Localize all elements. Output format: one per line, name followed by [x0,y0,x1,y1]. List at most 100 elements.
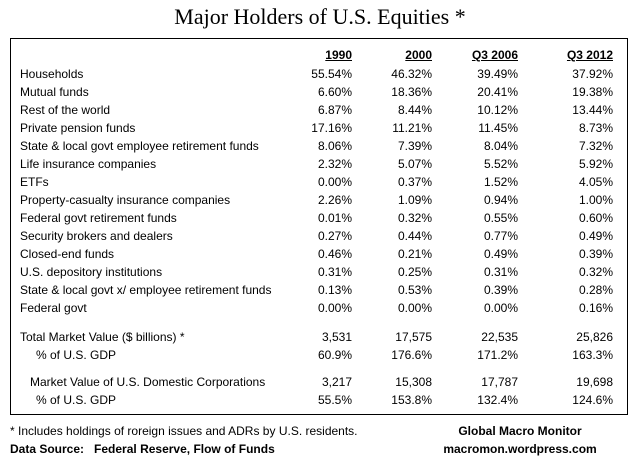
cell-value: 176.6% [391,348,432,362]
table-row: ETFs 0.00% 0.37% 1.52% 4.05% [0,173,640,191]
cell-value: 0.27% [317,229,352,243]
table-row: State & local govt employee retirement f… [0,137,640,155]
data-source-label: Data Source: [10,442,85,456]
cell-value: 124.6% [572,393,613,407]
cell-value: 0.53% [397,283,432,297]
cell-value: 19,698 [576,375,613,389]
cell-value: 25,826 [576,330,613,344]
table-row: Federal govt 0.00% 0.00% 0.00% 0.16% [0,299,640,317]
row-label: Private pension funds [20,121,136,135]
table-row: Closed-end funds 0.46% 0.21% 0.49% 0.39% [0,245,640,263]
cell-value: 60.9% [317,348,352,362]
cell-value: 55.5% [317,393,352,407]
cell-value: 0.37% [397,175,432,189]
table-row: U.S. depository institutions 0.31% 0.25%… [0,263,640,281]
cell-value: 1.52% [483,175,518,189]
table-row: Rest of the world 6.87% 8.44% 10.12% 13.… [0,101,640,119]
row-label: Total Market Value ($ billions) * [20,330,185,344]
row-label: Federal govt retirement funds [20,211,177,225]
row-label: Closed-end funds [20,247,115,261]
cell-value: 15,308 [395,375,432,389]
cell-value: 0.25% [397,265,432,279]
row-label: Rest of the world [20,103,111,117]
cell-value: 2.26% [317,193,352,207]
table-row: Mutual funds 6.60% 18.36% 20.41% 19.38% [0,83,640,101]
row-label: Security brokers and dealers [20,229,173,243]
cell-value: 1.09% [397,193,432,207]
data-source-text: Federal Reserve, Flow of Funds [94,442,275,456]
cell-value: 8.06% [317,139,352,153]
cell-value: 0.32% [578,265,613,279]
cell-value: 0.00% [483,301,518,315]
row-label: Life insurance companies [20,157,157,171]
cell-value: 11.21% [392,121,432,135]
table-row: Property-casualty insurance companies 2.… [0,191,640,209]
footnote: * Includes holdings of roreign issues an… [10,424,358,438]
cell-value: 0.16% [578,301,613,315]
cell-value: 0.60% [578,211,613,225]
cell-value: 0.00% [317,301,352,315]
table-row: Households 55.54% 46.32% 39.49% 37.92% [0,65,640,83]
cell-value: 19.38% [572,85,613,99]
cell-value: 13.44% [572,103,613,117]
cell-value: 163.3% [572,348,613,362]
cell-value: 6.60% [317,85,352,99]
cell-value: 0.00% [397,301,432,315]
total-market-value-gdp-row: % of U.S. GDP 60.9% 176.6% 171.2% 163.3% [0,346,640,364]
row-label: Households [20,67,84,81]
cell-value: 3,531 [321,330,352,344]
column-header-1990: 1990 [325,48,352,62]
cell-value: 0.44% [397,229,432,243]
cell-value: 0.01% [317,211,352,225]
cell-value: 17,787 [481,375,518,389]
row-label: % of U.S. GDP [36,348,117,362]
cell-value: 2.32% [317,157,352,171]
row-label: Property-casualty insurance companies [20,193,231,207]
cell-value: 6.87% [317,103,352,117]
cell-value: 0.32% [397,211,432,225]
cell-value: 0.49% [483,247,518,261]
row-label: % of U.S. GDP [36,393,117,407]
row-label: Market Value of U.S. Domestic Corporatio… [30,375,266,389]
table-frame [10,38,628,415]
table-row: State & local govt x/ employee retiremen… [0,281,640,299]
cell-value: 11.45% [478,121,518,135]
cell-value: 17.16% [311,121,352,135]
cell-value: 0.49% [578,229,613,243]
row-label: Federal govt [20,301,87,315]
cell-value: 3,217 [321,375,352,389]
cell-value: 5.92% [578,157,613,171]
cell-value: 10.12% [477,103,518,117]
domestic-corporations-row: Market Value of U.S. Domestic Corporatio… [0,373,640,391]
cell-value: 7.32% [578,139,613,153]
cell-value: 37.92% [572,67,613,81]
cell-value: 132.4% [477,393,518,407]
cell-value: 0.55% [483,211,518,225]
table-title: Major Holders of U.S. Equities * [174,4,466,29]
domestic-corporations-gdp-row: % of U.S. GDP 55.5% 153.8% 132.4% 124.6% [0,391,640,409]
data-source: Data Source: Federal Reserve, Flow of Fu… [10,440,275,458]
cell-value: 18.36% [391,85,432,99]
row-label: State & local govt employee retirement f… [20,139,259,153]
header-row: 1990 2000 Q3 2006 Q3 2012 [0,46,640,64]
cell-value: 55.54% [311,67,352,81]
cell-value: 8.44% [397,103,432,117]
cell-value: 8.73% [578,121,613,135]
column-header-q3-2006: Q3 2006 [471,48,518,62]
cell-value: 0.39% [578,247,613,261]
table-row: Security brokers and dealers 0.27% 0.44%… [0,227,640,245]
cell-value: 0.31% [483,265,518,279]
table-row: Federal govt retirement funds 0.01% 0.32… [0,209,640,227]
row-label: U.S. depository institutions [20,265,163,279]
cell-value: 171.2% [477,348,518,362]
row-label: Mutual funds [20,85,89,99]
brand-name: Global Macro Monitor [458,424,582,438]
cell-value: 153.8% [391,393,432,407]
row-label: ETFs [20,175,49,189]
cell-value: 39.49% [477,67,518,81]
cell-value: 0.77% [483,229,518,243]
cell-value: 46.32% [391,67,432,81]
cell-value: 5.52% [483,157,518,171]
cell-value: 17,575 [395,330,432,344]
cell-value: 0.13% [317,283,352,297]
